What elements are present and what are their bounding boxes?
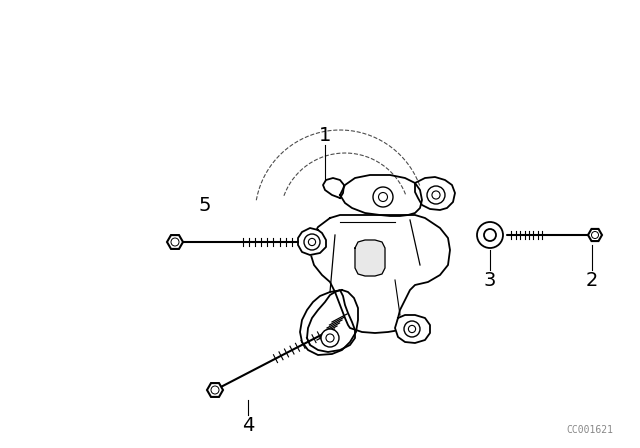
- Circle shape: [304, 234, 320, 250]
- Text: 5: 5: [199, 195, 211, 215]
- Circle shape: [477, 222, 503, 248]
- Text: 4: 4: [242, 415, 254, 435]
- Circle shape: [404, 321, 420, 337]
- Polygon shape: [588, 229, 602, 241]
- Polygon shape: [323, 178, 344, 198]
- Text: 2: 2: [586, 271, 598, 289]
- Text: 1: 1: [319, 125, 331, 145]
- Polygon shape: [307, 290, 355, 352]
- Circle shape: [321, 329, 339, 347]
- Polygon shape: [395, 315, 430, 343]
- Text: 3: 3: [484, 271, 496, 289]
- Polygon shape: [298, 228, 326, 255]
- Polygon shape: [340, 175, 422, 216]
- Polygon shape: [207, 383, 223, 397]
- Polygon shape: [300, 290, 358, 355]
- Text: CC001621: CC001621: [566, 425, 614, 435]
- Polygon shape: [310, 215, 450, 333]
- Polygon shape: [167, 235, 183, 249]
- Circle shape: [427, 186, 445, 204]
- Circle shape: [373, 187, 393, 207]
- Polygon shape: [415, 177, 455, 210]
- Polygon shape: [355, 240, 385, 276]
